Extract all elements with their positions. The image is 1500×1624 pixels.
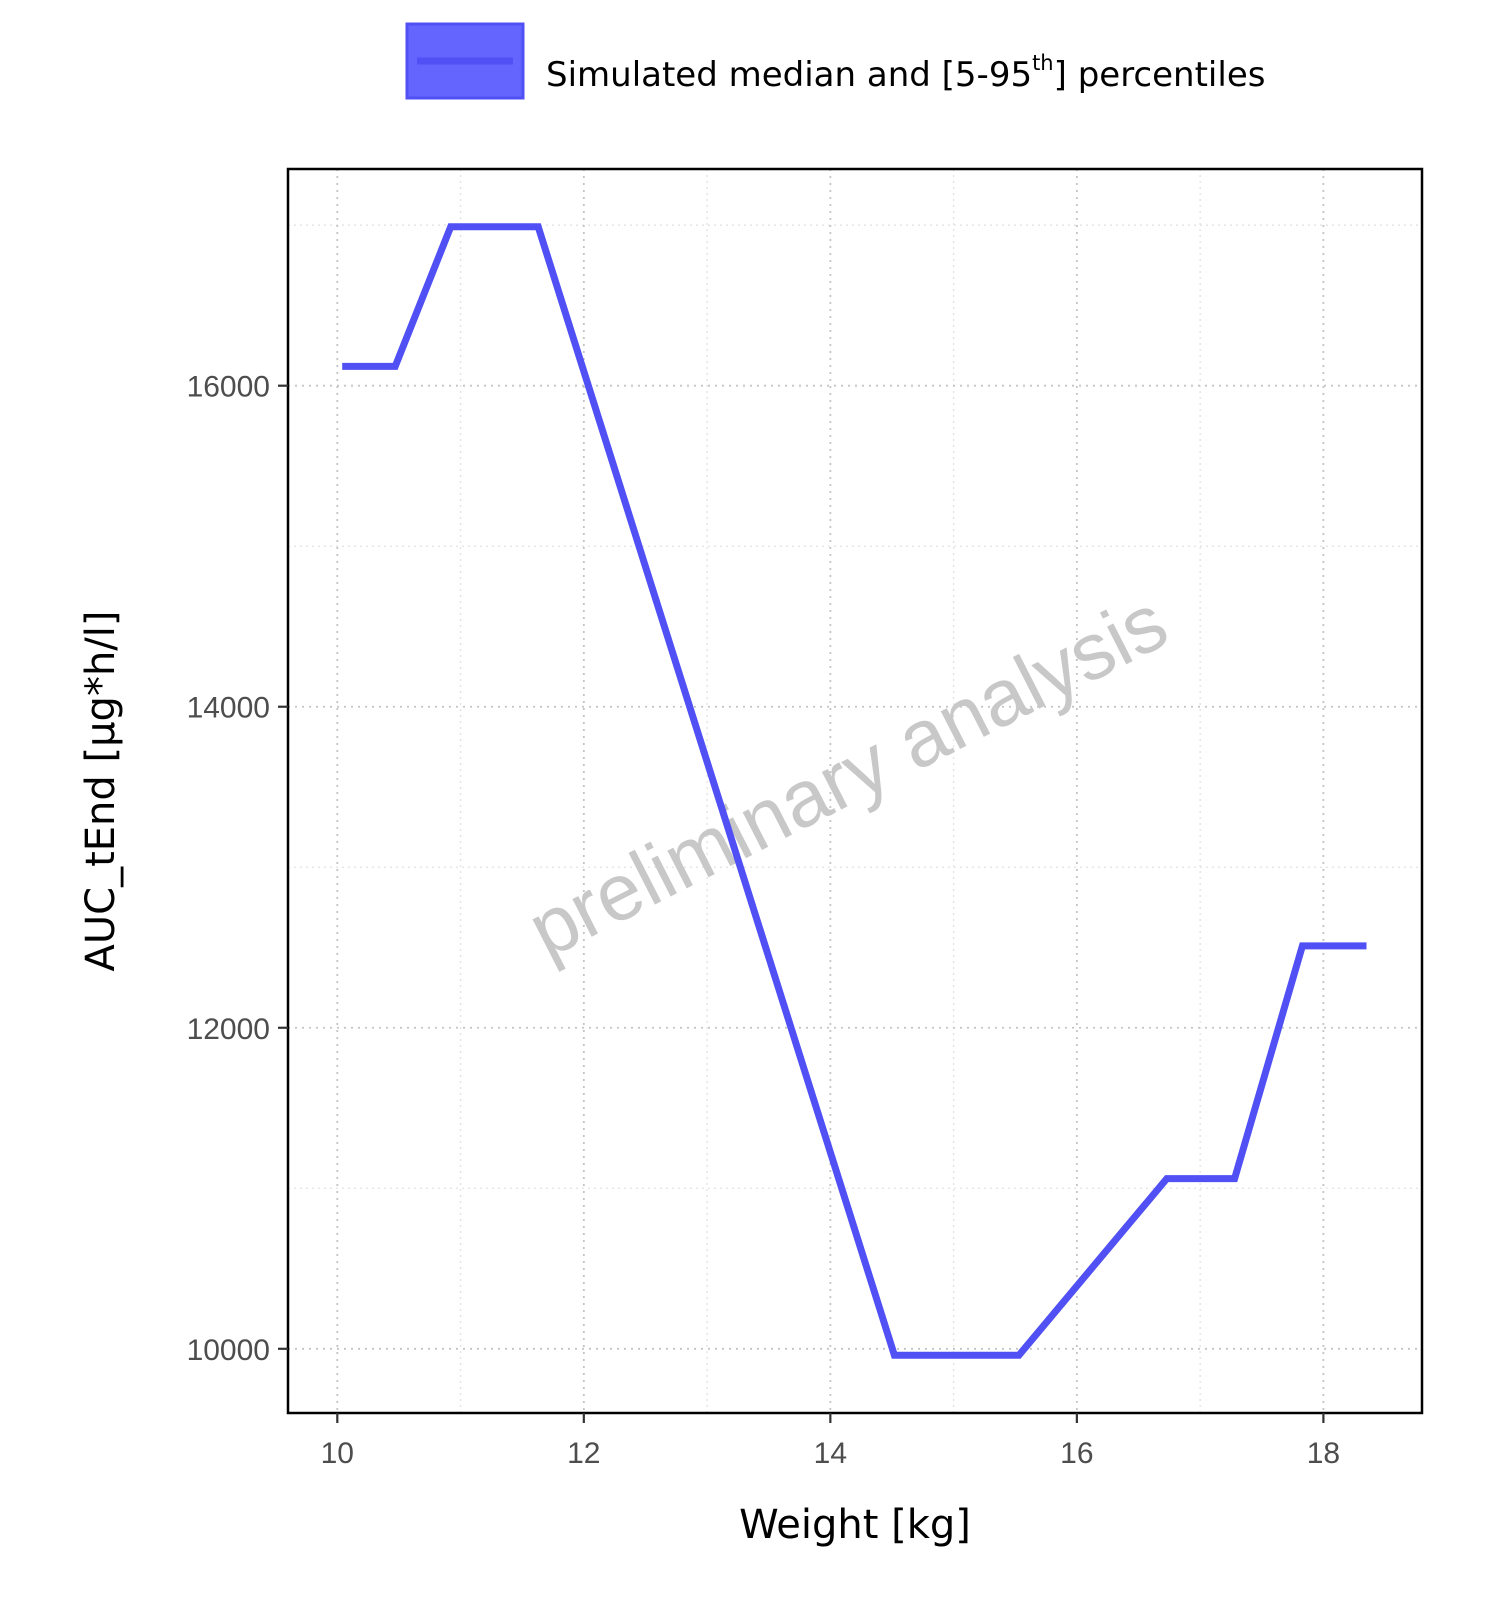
legend-label-main: Simulated median and [5-95 [546,55,1032,95]
grid [288,169,1422,1413]
series-line-median [342,223,1367,1359]
y-axis: 10000 12000 14000 16000 [187,371,288,1367]
y-tick-label: 10000 [187,1334,270,1367]
x-tick-label: 12 [567,1437,600,1470]
x-axis-title: Weight [kg] [739,1502,971,1548]
y-tick-label: 16000 [187,371,270,404]
x-tick-label: 16 [1060,1437,1093,1470]
x-tick-label: 14 [814,1437,847,1470]
y-axis-title: AUC_tEnd [µg*h/l] [78,611,124,972]
y-tick-label: 12000 [187,1013,270,1046]
legend-label-sup: th [1032,51,1054,75]
plot-panel-border [286,167,1424,1415]
x-axis: 10 12 14 16 18 [321,1413,1340,1470]
legend-label-end: ] percentiles [1054,55,1266,95]
x-tick-label: 18 [1307,1437,1340,1470]
legend-label: Simulated median and [5-95th] percentile… [546,51,1265,95]
y-tick-label: 14000 [187,692,270,725]
x-tick-label: 10 [321,1437,354,1470]
legend: Simulated median and [5-95th] percentile… [405,22,1265,100]
series-group [342,223,1367,1359]
